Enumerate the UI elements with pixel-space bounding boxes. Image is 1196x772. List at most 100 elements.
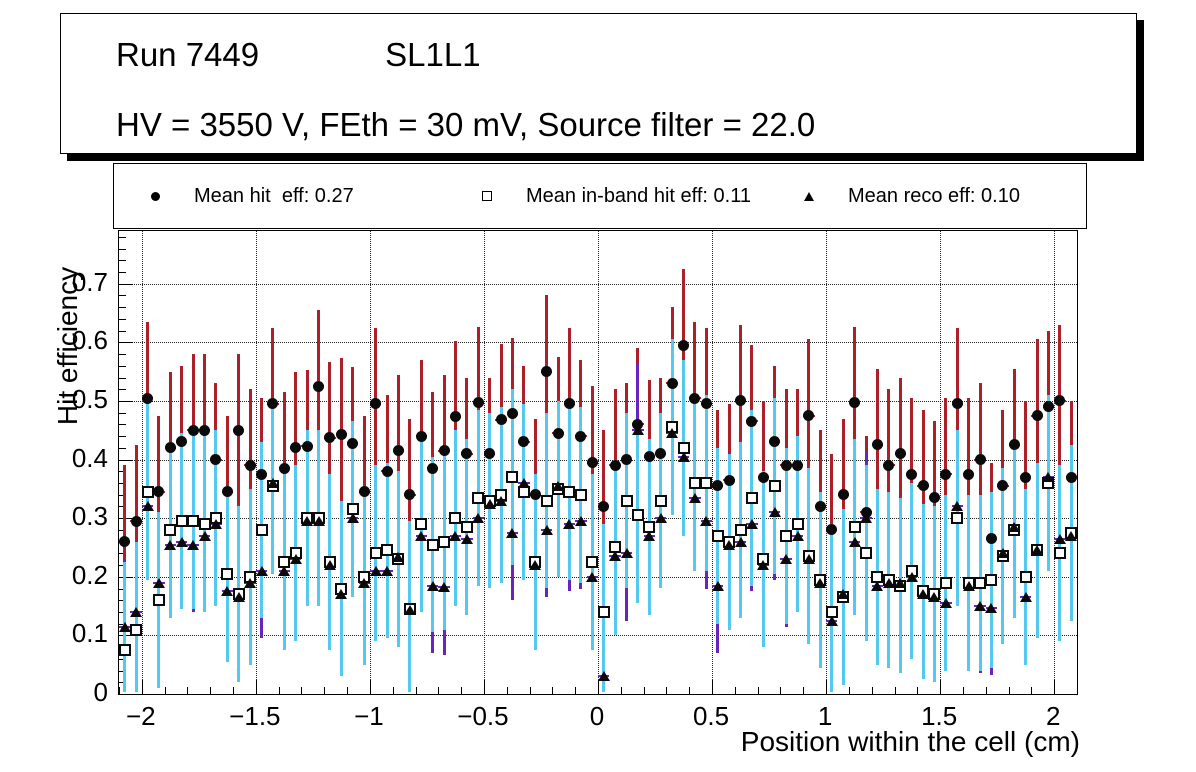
reco-eff-marker [506,527,519,538]
y-axis-tick [119,529,126,531]
reco-eff-marker [894,577,907,588]
hit-eff-marker [1042,401,1054,413]
reco-eff-marker [164,539,177,550]
reco-eff-marker [734,536,747,547]
hit-eff-marker [871,439,883,451]
reco-eff-marker [563,519,576,530]
x-axis-tick [164,687,166,694]
inband-eff-marker [860,547,872,560]
x-axis-tick [324,687,326,694]
legend-entry-hit-eff: Mean hit eff: 0.27 [151,164,354,228]
hit-eff-marker [449,411,461,423]
x-axis-tick [803,687,805,694]
reco-eff-marker [1031,545,1044,556]
inband-eff-marker [620,494,633,507]
y-axis-tick [119,342,133,344]
inband-eff-marker [791,518,804,531]
hit-eff-marker [1031,410,1043,422]
x-tick-label: −1 [354,701,384,731]
reco-eff-marker [472,513,485,524]
hit-eff-marker [370,398,382,410]
y-axis-tick [119,447,126,449]
legend-label-hit-eff: Mean hit eff: 0.27 [194,184,354,207]
x-axis-tick [643,687,645,694]
inband-eff-marker [506,471,519,484]
x-gridline [712,231,714,694]
reco-eff-marker [369,565,382,576]
inband-eff-marker [711,529,724,542]
hit-eff-marker [210,454,222,466]
hit-eff-marker [404,489,416,501]
y-axis-tick [119,330,126,332]
hit-eff-marker [164,442,176,454]
y-tick-label: 0.7 [71,266,108,297]
hit-eff-marker [963,468,975,480]
reco-eff-marker [346,513,359,524]
y-tick-label: 0.6 [71,325,108,356]
reco-eff-marker [1019,592,1032,603]
x-tick-label: −1.5 [229,701,281,731]
legend-entry-reco-eff: Mean reco eff: 0.10 [804,164,1020,228]
hit-eff-marker [849,397,861,409]
inband-eff-marker [1053,547,1066,560]
x-tick-label: 1.5 [921,701,958,731]
hit-eff-marker [461,448,473,460]
reco-eff-marker [609,551,622,562]
reco-eff-marker [654,513,667,524]
y-axis-tick [119,272,126,274]
y-axis-tick [119,682,126,684]
inband-eff-marker [152,594,165,607]
hit-eff-marker [586,457,598,468]
y-gridline [119,283,1077,285]
hit-eff-marker [484,448,496,460]
hit-eff-marker [598,500,610,512]
x-tick-label: 0.5 [692,701,730,731]
x-tick-label: 1 [817,701,833,731]
reco-eff-marker [985,602,998,613]
hit-eff-marker [176,436,188,448]
x-tick-label: 2 [1045,701,1061,731]
x-axis-tick [962,687,964,694]
inband-eff-marker [438,535,451,548]
hit-eff-marker [769,436,781,448]
inband-eff-marker [563,485,576,498]
reco-eff-marker [119,621,131,632]
reco-eff-marker [152,577,165,588]
reco-eff-marker [221,586,234,597]
x-axis-tick [871,687,873,694]
inband-eff-marker [734,523,747,536]
plot-frame [118,230,1078,695]
hit-eff-marker [278,462,290,474]
reco-eff-marker [552,480,565,491]
hit-eff-marker [221,486,233,498]
x-axis-tick [278,687,280,694]
x-axis-tick [141,680,143,694]
x-axis-tick [1054,680,1056,694]
x-axis-tick [985,687,987,694]
y-axis-tick [119,365,126,367]
x-axis-tick [712,680,714,694]
y-tick-label: 0.5 [71,383,108,414]
hit-eff-marker [997,480,1009,492]
inband-eff-marker [460,520,473,533]
y-axis-tick [119,553,126,555]
inband-eff-marker [574,488,587,501]
y-gridline [119,459,1077,461]
reco-eff-marker [620,548,633,559]
hit-eff-marker [666,377,678,389]
y-axis-tick [119,588,126,590]
x-axis-tick [689,687,691,694]
x-axis-tick [461,687,463,694]
hit-eff-marker [552,427,564,439]
hit-eff-marker [575,430,587,442]
reco-eff-marker [392,552,405,563]
x-gridline [826,231,828,694]
reco-eff-marker [791,530,804,541]
y-axis-tick [119,424,126,426]
x-axis-tick [575,687,577,694]
x-axis-tick [1077,687,1078,694]
hit-eff-marker [324,432,336,444]
reco-eff-marker [312,516,325,527]
reco-eff-marker [848,536,861,547]
